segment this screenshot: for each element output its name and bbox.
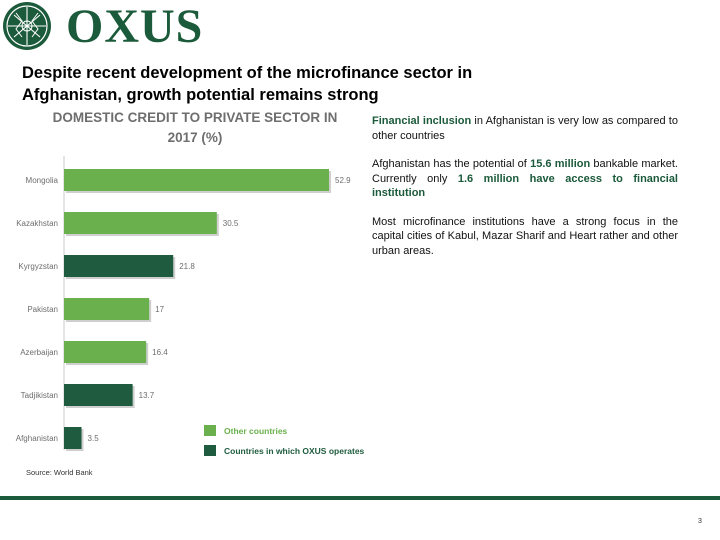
value-label: 16.4	[152, 348, 168, 357]
category-label: Azerbaijan	[20, 348, 58, 357]
bullet-item: Afghanistan has the potential of 15.6 mi…	[372, 157, 678, 201]
bullet-text: bankable market. Currently only	[372, 158, 678, 185]
value-label: 30.5	[223, 219, 239, 228]
oxus-logo: OXUS	[2, 0, 212, 53]
bar-kazakhstan	[64, 212, 217, 234]
category-label: Mongolia	[26, 176, 59, 185]
logo-wordmark: OXUS	[66, 0, 204, 53]
legend-swatch-other	[204, 425, 216, 436]
oxus-emblem-icon	[3, 2, 51, 50]
value-label: 21.8	[179, 262, 195, 271]
bullet-item: Financial inclusion in Afghanistan is ve…	[372, 114, 678, 143]
page-number: 3	[698, 518, 702, 525]
slide-headline: Despite recent development of the microf…	[22, 64, 473, 104]
bar-tadjikistan	[64, 384, 133, 406]
bullet-highlight: 15.6 million	[530, 158, 591, 170]
bullet-text: Afghanistan has the potential of	[372, 158, 531, 170]
source-note: Source: World Bank	[26, 468, 93, 477]
bullet-highlight: Financial inclusion	[372, 115, 472, 127]
bar-azerbaijan	[64, 341, 147, 363]
bar-mongolia	[64, 169, 329, 191]
legend-label-other: Other countries	[224, 426, 288, 436]
bar-chart: Mongolia 52.9 Kazakhstan 30.5 Kyrgyzstan 21.8…	[16, 156, 351, 451]
legend-label-operates: Countries in which OXUS operates	[224, 446, 365, 456]
category-label: Afghanistan	[16, 434, 58, 443]
footer-rule	[0, 496, 720, 500]
category-label: Kazakhstan	[16, 219, 58, 228]
bar-kyrgyzstan	[64, 255, 174, 277]
category-label: Pakistan	[27, 305, 58, 314]
bullet-list: Financial inclusion in Afghanistan is ve…	[372, 114, 678, 272]
category-label: Kyrgyzstan	[18, 262, 58, 271]
bullet-highlight: 1.6 million have access to financial ins…	[372, 172, 678, 200]
value-label: 3.5	[88, 434, 100, 443]
bar-pakistan	[64, 298, 150, 320]
value-label: 17	[155, 305, 164, 314]
bullet-item: Most microfinance institutions have a st…	[372, 215, 678, 259]
category-label: Tadjikistan	[21, 391, 58, 400]
bullet-text: Most microfinance institutions have a st…	[372, 215, 678, 257]
value-label: 52.9	[335, 176, 351, 185]
value-label: 13.7	[139, 391, 155, 400]
bar-afghanistan	[64, 427, 82, 449]
legend-swatch-operates	[204, 445, 216, 456]
chart-title: DOMESTIC CREDIT TO PRIVATE SECTOR IN 201…	[52, 110, 338, 145]
bullet-text: in Afghanistan is very low as compared t…	[372, 115, 678, 142]
